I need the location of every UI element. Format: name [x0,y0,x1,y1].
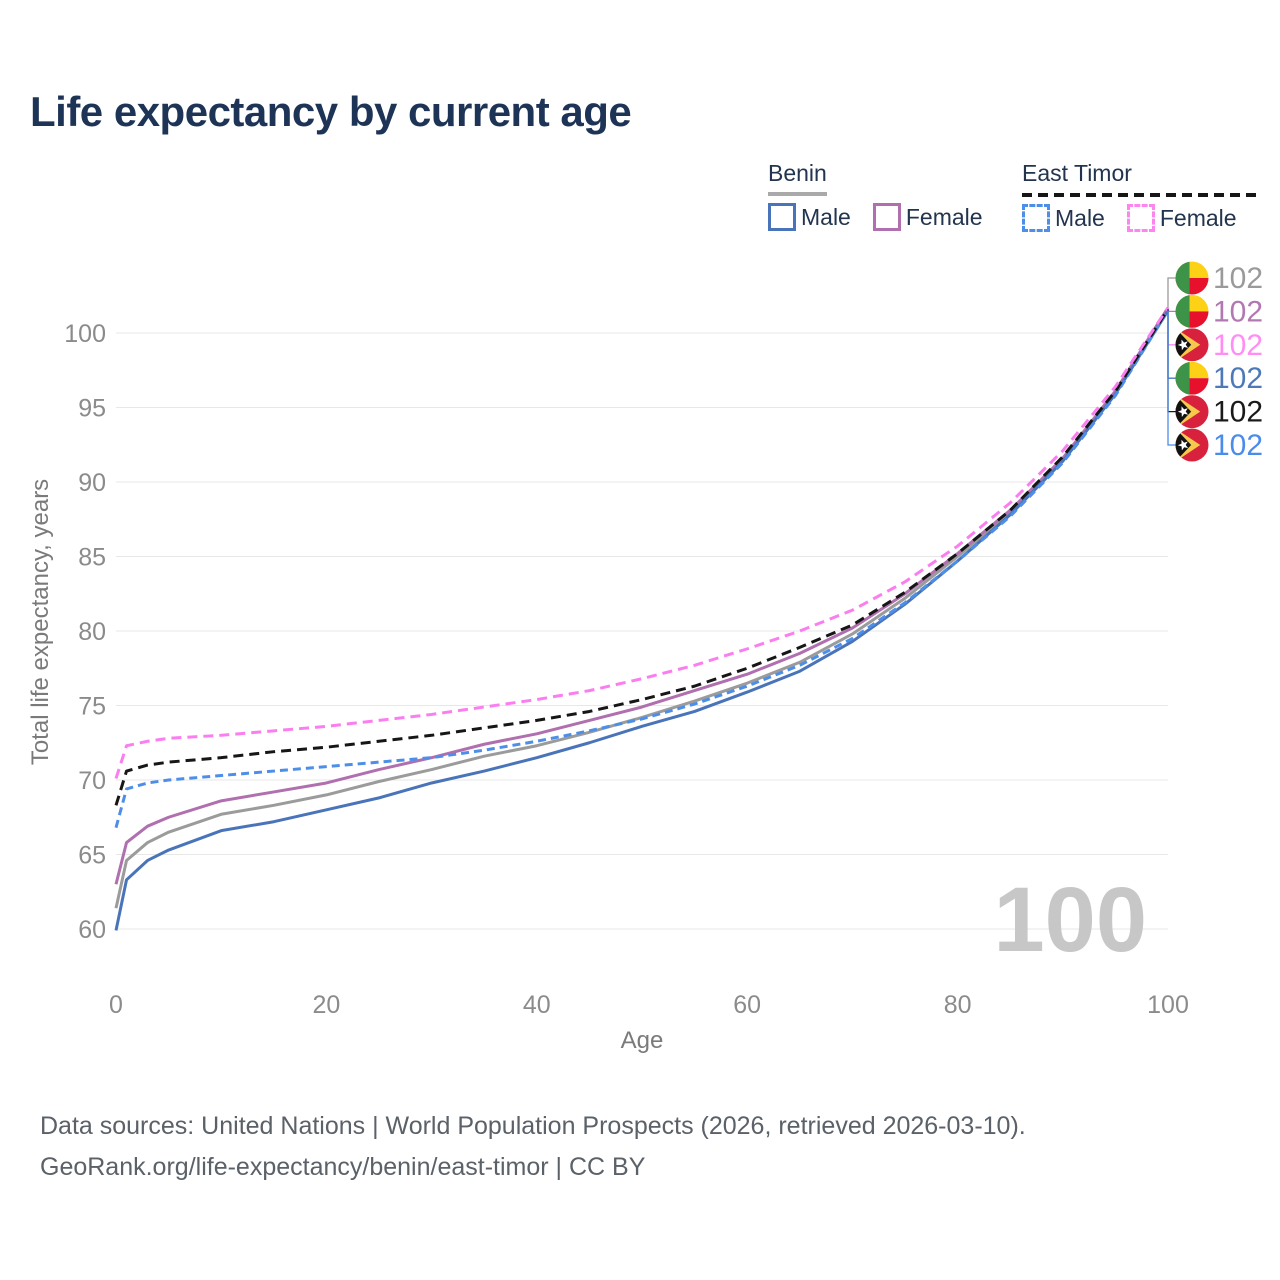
end-label-value: 102 [1213,329,1263,362]
x-tick-label: 60 [733,991,761,1019]
series-line-benin-male[interactable] [114,309,1170,931]
series-line-east-timor-male[interactable] [114,309,1170,829]
legend-item-benin-male[interactable]: Male [768,203,851,231]
end-label-east-timor-total[interactable]: 102 [1167,309,1263,429]
legend-item-label: Female [1159,204,1237,231]
flag-icon-east-timor [1175,395,1209,429]
x-tick-label: 20 [312,991,340,1019]
series-line-benin-female[interactable] [114,306,1170,885]
east-timor-female-swatch [1126,204,1155,232]
end-label-connector [1167,307,1176,313]
y-tick-label: 65 [78,842,106,870]
legend-item-label: Female [905,203,983,230]
end-label-connector [1167,310,1176,446]
y-tick-label: 80 [78,618,106,646]
end-label-value: 102 [1213,429,1263,462]
legend-item-label: Male [1055,204,1105,231]
end-label-value: 102 [1213,362,1263,395]
flag-icon-benin [1175,361,1209,395]
benin-female-swatch [872,203,901,231]
x-tick-label: 80 [944,991,972,1019]
flag-icon-benin [1175,294,1209,328]
flag-icon-east-timor [1175,428,1209,462]
legend-country-east-timor[interactable]: East Timor [1022,160,1132,186]
series-line-benin-total[interactable] [114,308,1170,909]
data-source-note: Data sources: United Nations | World Pop… [40,1106,1026,1188]
flag-icon-east-timor [1175,328,1209,362]
legend-item-label: Male [801,203,851,230]
end-label-benin-total[interactable]: 102 [1167,261,1263,310]
y-tick-label: 85 [78,544,106,572]
data-source-line: Data sources: United Nations | World Pop… [40,1112,1026,1140]
benin-male-swatch [768,203,796,231]
end-label-value: 102 [1213,295,1263,328]
east-timor-dashed-underline [1022,193,1259,197]
east-timor-male-swatch [1022,204,1050,232]
y-tick-label: 70 [78,767,106,795]
page-title: Life expectancy by current age [30,88,632,135]
end-label-connector [1167,307,1176,346]
end-label-value: 102 [1213,262,1263,295]
x-tick-label: 40 [523,991,551,1019]
end-label-connector [1167,309,1176,413]
x-axis-title: Age [621,1027,664,1054]
y-tick-label: 60 [78,916,106,944]
legend-group-east-timor: East Timor Male Female [1022,160,1259,232]
legend-country-benin[interactable]: Benin [768,160,827,196]
end-label-benin-female[interactable]: 102 [1167,294,1263,329]
age-indicator-watermark: 100 [994,869,1148,971]
legend-item-east-timor-female[interactable]: Female [1126,204,1237,232]
series-line-east-timor-total[interactable] [114,308,1170,806]
x-tick-label: 100 [1147,991,1189,1019]
series-line-east-timor-female[interactable] [114,306,1170,779]
end-label-east-timor-male[interactable]: 102 [1167,310,1263,462]
attribution-line[interactable]: GeoRank.org/life-expectancy/benin/east-t… [40,1153,646,1181]
x-tick-label: 0 [109,991,123,1019]
end-label-connector [1167,277,1176,310]
legend-item-east-timor-male[interactable]: Male [1022,204,1105,232]
y-tick-label: 90 [78,469,106,497]
legend-group-benin: Benin Male Female [768,160,1005,231]
y-tick-label: 100 [64,320,106,348]
legend-item-benin-female[interactable]: Female [872,203,983,231]
y-axis-title: Total life expectancy, years [27,479,54,765]
y-tick-label: 95 [78,395,106,423]
flag-icon-benin [1175,261,1209,295]
y-tick-label: 75 [78,693,106,721]
end-label-value: 102 [1213,396,1263,429]
